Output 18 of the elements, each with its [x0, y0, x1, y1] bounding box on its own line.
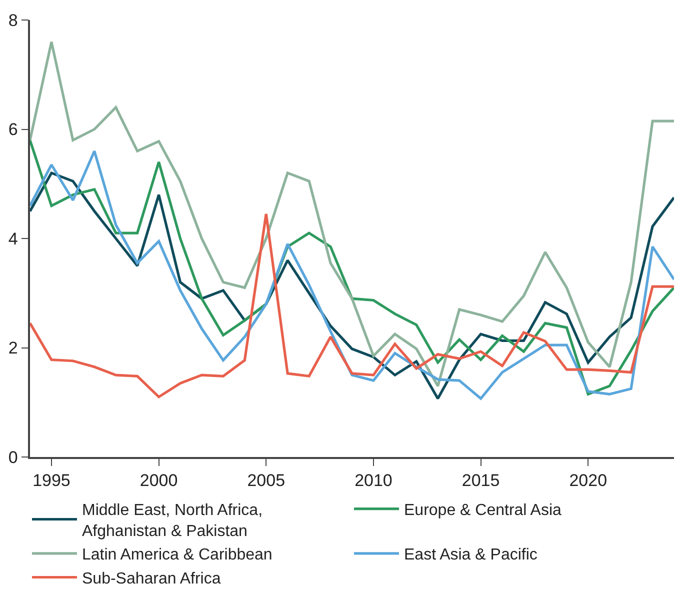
legend-label: Latin America & Caribbean — [82, 546, 272, 564]
legend-label: East Asia & Pacific — [404, 546, 538, 564]
x-tick-label: 2005 — [247, 471, 286, 490]
y-tick-label: 4 — [8, 229, 18, 248]
y-tick-label: 2 — [8, 338, 18, 358]
legend-label: Middle East, North Africa, Afghanistan & Pakistan — [82, 502, 263, 540]
x-tick-label: 2000 — [140, 471, 178, 490]
legend-label: Sub-Saharan Africa — [82, 570, 221, 588]
line-series — [30, 40, 674, 388]
line-series — [30, 212, 674, 398]
x-tick-label: 2020 — [569, 471, 608, 490]
x-tick-label: 1995 — [32, 471, 70, 490]
y-tick-label: 8 — [8, 10, 18, 30]
y-tick-label: 6 — [8, 120, 18, 140]
legend-label: Europe & Central Asia — [404, 502, 562, 520]
y-tick-label: 0 — [8, 448, 18, 467]
x-tick-label: 2015 — [462, 471, 500, 490]
x-tick-label: 2010 — [354, 471, 392, 490]
